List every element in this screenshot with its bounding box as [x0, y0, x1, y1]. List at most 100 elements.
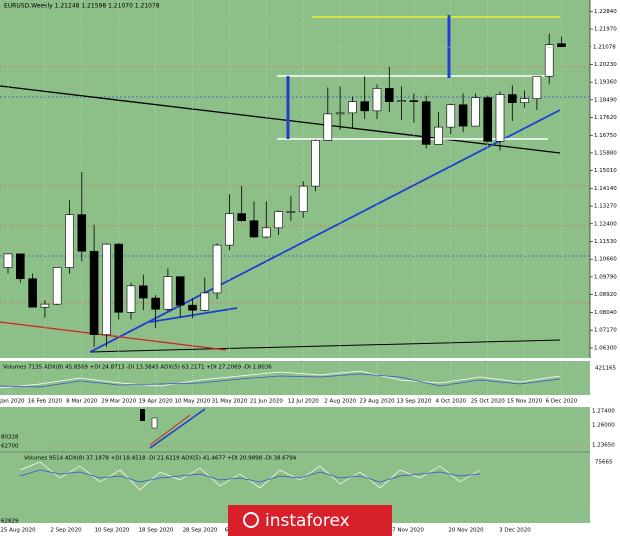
y-tick-label: 1.13270	[594, 204, 617, 210]
y-tick-label: 1.22840	[594, 9, 617, 15]
y-tick-label: 1.11530	[594, 239, 617, 245]
candle-body	[507, 94, 517, 103]
candle-body	[348, 101, 357, 114]
candle-body	[237, 213, 246, 222]
candle-body	[114, 243, 123, 313]
candle-body	[286, 211, 296, 213]
y-tick-label: 1.08920	[594, 292, 617, 298]
brand-box	[228, 505, 392, 536]
indicator-plot	[0, 361, 590, 395]
candle-body	[557, 43, 566, 48]
candle-body	[200, 292, 210, 311]
candle-body	[40, 303, 50, 308]
candle-body	[28, 278, 37, 308]
y-tick-label: 1.20230	[594, 62, 617, 68]
last-price-box	[591, 43, 619, 52]
candle-body	[384, 88, 394, 102]
indicator-line	[0, 370, 561, 389]
y-tick-label: 1.07170	[594, 328, 617, 334]
lower-left-label: 62700	[1, 444, 19, 450]
candle-body	[446, 104, 456, 128]
lower-date-label: 25 Aug 2020	[0, 528, 36, 534]
candle-body	[249, 220, 259, 238]
x-tick-label: 23 Aug 2020	[359, 399, 395, 405]
x-tick-label: 8 Mar 2020	[66, 399, 98, 405]
candle-body	[274, 211, 283, 229]
trend-line	[0, 321, 227, 351]
x-tick-label: 16 Feb 2020	[28, 399, 63, 405]
candle-body	[372, 88, 382, 112]
candle-body	[434, 126, 443, 145]
indicator-label: Volumes 7135 ADX(8) 45.8569 +DI 24.8713 …	[3, 365, 272, 371]
candle-body	[175, 276, 185, 306]
x-tick-label: 21 Jun 2020	[250, 399, 284, 405]
x-tick-label: 13 Sep 2020	[396, 399, 431, 405]
x-tick-label: 2 Aug 2020	[324, 399, 356, 405]
trend-line	[149, 408, 206, 449]
x-tick-label: 6 Dec 2020	[546, 399, 578, 405]
indicator-line	[0, 373, 561, 388]
candle-body	[151, 297, 160, 310]
lower-plot	[0, 407, 590, 523]
candle-body	[65, 214, 74, 268]
candle-fragment	[140, 409, 145, 421]
main-plot	[0, 0, 590, 358]
lower-price-label: 1.23650	[592, 443, 615, 449]
candle-body	[532, 75, 542, 99]
candle-body	[52, 267, 62, 305]
lower-volume-scale: 75665	[595, 460, 613, 466]
x-tick-label: 10 May 2020	[175, 399, 211, 405]
candle-body	[311, 140, 320, 187]
candle-body	[323, 113, 333, 141]
y-tick-label: 1.10660	[594, 257, 617, 263]
candle-body	[421, 101, 431, 145]
candle-body	[126, 285, 136, 313]
x-tick-label: 19 Apr 2020	[139, 399, 174, 405]
lower-date-label: 7 Nov 2020	[392, 528, 424, 534]
trend-line	[89, 339, 561, 353]
candle-body	[483, 97, 493, 142]
brand-icon	[243, 512, 259, 528]
lower-date-label: 10 Sep 2020	[95, 528, 130, 534]
trend-line	[0, 85, 561, 154]
lower-date-label: 20 Nov 2020	[448, 528, 484, 534]
candle-body	[360, 101, 370, 112]
lower-date-label: 28 Sep 2020	[183, 528, 218, 534]
candle-body	[261, 227, 271, 238]
y-tick-label: 1.06300	[594, 345, 617, 351]
y-tick-label: 1.08040	[594, 310, 617, 316]
x-tick-label: 25 Oct 2020	[471, 399, 506, 405]
y-tick-label: 1.09790	[594, 274, 617, 280]
candle-body	[188, 304, 197, 311]
x-tick-label: 26 Jan 2020	[0, 399, 25, 405]
candle-body	[102, 243, 111, 335]
candle-body	[409, 100, 419, 102]
y-tick-label: 1.14140	[594, 186, 617, 192]
trend-line	[149, 414, 191, 446]
lower-date-label: 18 Sep 2020	[139, 528, 174, 534]
candle-body	[458, 104, 468, 127]
lower-date-label: 2 Sep 2020	[50, 528, 82, 534]
lower-price-label: 1.27400	[592, 409, 615, 415]
candle-body	[89, 250, 99, 335]
drawings	[0, 15, 590, 353]
candle-body	[77, 214, 87, 252]
lower-indicator-line	[19, 461, 481, 491]
y-tick-label: 1.21970	[594, 27, 617, 33]
candle-body	[298, 185, 308, 212]
y-tick-label: 1.15880	[594, 150, 617, 156]
x-tick-label: 12 Jul 2020	[288, 399, 320, 405]
brand-text: instaforex	[265, 511, 350, 531]
x-tick-label: 15 Nov 2020	[507, 399, 543, 405]
candle-body	[225, 213, 234, 246]
lower-price-label: 1.26000	[592, 423, 615, 429]
candle-body	[212, 244, 222, 294]
candle-body	[163, 276, 173, 310]
trend-line	[149, 307, 238, 323]
y-tick-label: 1.15010	[594, 168, 617, 174]
x-tick-label: 29 Mar 2020	[101, 399, 136, 405]
y-tick-label: 1.16750	[594, 133, 617, 139]
candle-fragment	[151, 417, 158, 429]
